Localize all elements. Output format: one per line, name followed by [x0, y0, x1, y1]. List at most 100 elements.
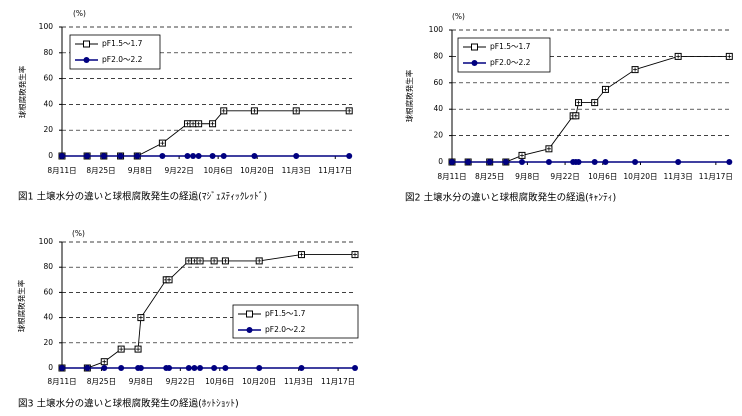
marker-cross — [192, 258, 197, 263]
marker — [352, 365, 358, 371]
y-tick-label: 20 — [43, 125, 53, 134]
marker — [117, 153, 124, 159]
y-tick-label: 60 — [433, 78, 443, 87]
x-tick-label: 9月22日 — [164, 166, 193, 175]
x-tick-label: 8月11日 — [437, 172, 466, 181]
marker — [345, 107, 353, 115]
y-axis-label: 球根腐敗発生率 — [404, 69, 414, 122]
marker — [190, 257, 198, 265]
x-tick-label: 9月8日 — [128, 166, 153, 175]
marker — [250, 107, 258, 115]
chart-title: 図3 土壌水分の違いと球根腐敗発生の経過(ﾎｯﾄｼｮｯﾄ) — [18, 398, 239, 410]
marker — [118, 365, 125, 371]
chart: 0 20 40 60 80 100 8月11日 8月25日 9月8日 9月22日 10月6日 10月2… — [16, 229, 359, 410]
legend-label: pF2.0～2.2 — [265, 325, 306, 334]
marker — [59, 153, 65, 159]
marker — [675, 159, 682, 165]
x-tick-label: 8月11日 — [47, 377, 76, 386]
marker-cross — [294, 108, 299, 113]
marker — [209, 153, 216, 159]
marker — [158, 139, 166, 147]
marker-cross — [223, 258, 228, 263]
marker-cross — [221, 108, 226, 113]
legend: pF1.5～1.7 pF2.0～2.2 — [69, 34, 161, 70]
marker — [251, 153, 258, 159]
marker-cross — [185, 121, 190, 126]
x-tick-label: 10月20日 — [242, 377, 276, 386]
legend-marker — [471, 60, 478, 66]
marker — [465, 159, 472, 165]
marker — [137, 365, 144, 371]
x-tick-label: 11月3日 — [284, 377, 313, 386]
marker — [195, 120, 203, 128]
marker — [84, 365, 91, 371]
legend-marker — [471, 43, 478, 51]
marker-cross — [576, 100, 581, 105]
marker-cross — [160, 141, 165, 146]
y-tick-label: 20 — [433, 131, 443, 140]
legend-label: pF1.5～1.7 — [102, 39, 143, 48]
y-unit: (%) — [452, 12, 465, 21]
marker — [190, 153, 197, 159]
marker — [545, 159, 552, 165]
marker — [255, 257, 263, 265]
y-unit: (%) — [72, 229, 85, 238]
x-tick-label: 8月25日 — [475, 172, 504, 181]
marker-cross — [136, 347, 141, 352]
marker — [189, 120, 197, 128]
y-tick-label: 60 — [43, 287, 53, 296]
legend-marker — [83, 40, 90, 48]
y-axis-label: 球根腐敗発生率 — [17, 65, 27, 118]
marker — [59, 365, 65, 371]
marker — [519, 159, 525, 165]
x-tick-label: 11月17日 — [318, 166, 352, 175]
marker-cross — [676, 54, 681, 59]
marker — [220, 153, 227, 159]
marker-cross — [727, 54, 732, 59]
marker — [220, 107, 228, 115]
marker — [166, 365, 173, 371]
marker — [293, 153, 300, 159]
legend: pF1.5～1.7 pF2.0～2.2 — [232, 304, 359, 339]
marker-cross — [299, 252, 304, 257]
marker — [602, 159, 609, 165]
marker — [297, 251, 305, 259]
x-tick-label: 11月17日 — [321, 377, 355, 386]
y-tick-label: 20 — [43, 338, 53, 347]
x-tick-label: 8月25日 — [87, 377, 116, 386]
marker — [184, 153, 191, 159]
y-tick-label: 0 — [438, 157, 443, 166]
y-tick-label: 40 — [43, 99, 53, 108]
marker — [211, 365, 218, 371]
marker — [100, 153, 107, 159]
y-tick-label: 80 — [433, 51, 443, 60]
marker — [209, 120, 217, 128]
series-line — [62, 254, 355, 369]
legend-label: pF1.5～1.7 — [490, 42, 531, 51]
legend-label: pF1.5～1.7 — [265, 309, 306, 318]
marker-cross — [191, 121, 196, 126]
marker — [575, 159, 582, 165]
marker — [545, 145, 553, 153]
marker — [632, 159, 639, 165]
x-tick-label: 10月6日 — [205, 377, 234, 386]
marker — [292, 107, 300, 115]
x-tick-label: 10月20日 — [623, 172, 657, 181]
y-tick-label: 0 — [48, 151, 53, 160]
marker-cross — [347, 108, 352, 113]
chart: 0 20 40 60 80 100 8月11日 8月25日 9月8日 9月22日 10月6日 10月2… — [17, 9, 353, 203]
y-tick-label: 100 — [39, 22, 54, 31]
marker — [726, 159, 733, 165]
x-tick-label: 11月3日 — [282, 166, 311, 175]
legend-marker — [246, 310, 253, 318]
marker-cross — [257, 258, 262, 263]
marker-cross — [186, 258, 191, 263]
marker-cross — [603, 87, 608, 92]
marker — [572, 112, 580, 120]
y-axis-label: 球根腐敗発生率 — [16, 279, 26, 332]
marker — [134, 345, 142, 353]
legend-label: pF2.0～2.2 — [490, 58, 531, 67]
marker-cross — [138, 315, 143, 320]
marker — [84, 153, 91, 159]
marker-cross — [210, 121, 215, 126]
